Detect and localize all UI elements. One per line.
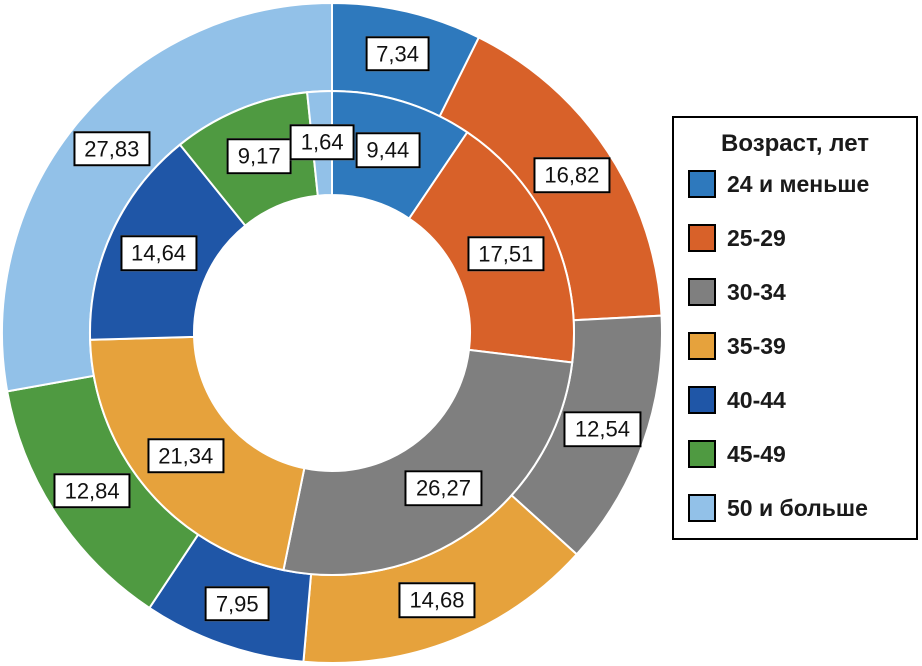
legend-swatch-0 [688,170,716,198]
legend-item-1: 25-29 [688,224,902,252]
legend-item-3: 35-39 [688,332,902,360]
legend-swatch-5 [688,440,716,468]
legend-item-label-0: 24 и меньше [727,170,870,197]
inner-slice-2 [282,348,574,576]
legend-swatch-6 [688,494,716,522]
legend-swatch-3 [688,332,716,360]
legend-item-label-3: 35-39 [727,332,786,359]
legend-item-label-1: 25-29 [727,224,786,251]
legend-item-label-4: 40-44 [727,386,786,413]
legend-item-6: 50 и больше [688,494,902,522]
legend-item-5: 45-49 [688,440,902,468]
legend: Возраст, лет 24 и меньше 25-29 30-34 35-39 4… [672,116,918,540]
legend-swatch-2 [688,278,716,306]
legend-title: Возраст, лет [721,130,869,157]
legend-item-label-6: 50 и больше [727,494,868,521]
legend-item-label-5: 45-49 [727,440,786,467]
legend-swatch-1 [688,224,716,252]
legend-item-0: 24 и меньше [688,170,902,198]
legend-item-label-2: 30-34 [727,278,786,305]
legend-items: 24 и меньше 25-29 30-34 35-39 40-44 45-49 50 и… [688,170,902,522]
legend-item-4: 40-44 [688,386,902,414]
legend-swatch-4 [688,386,716,414]
legend-item-2: 30-34 [688,278,902,306]
